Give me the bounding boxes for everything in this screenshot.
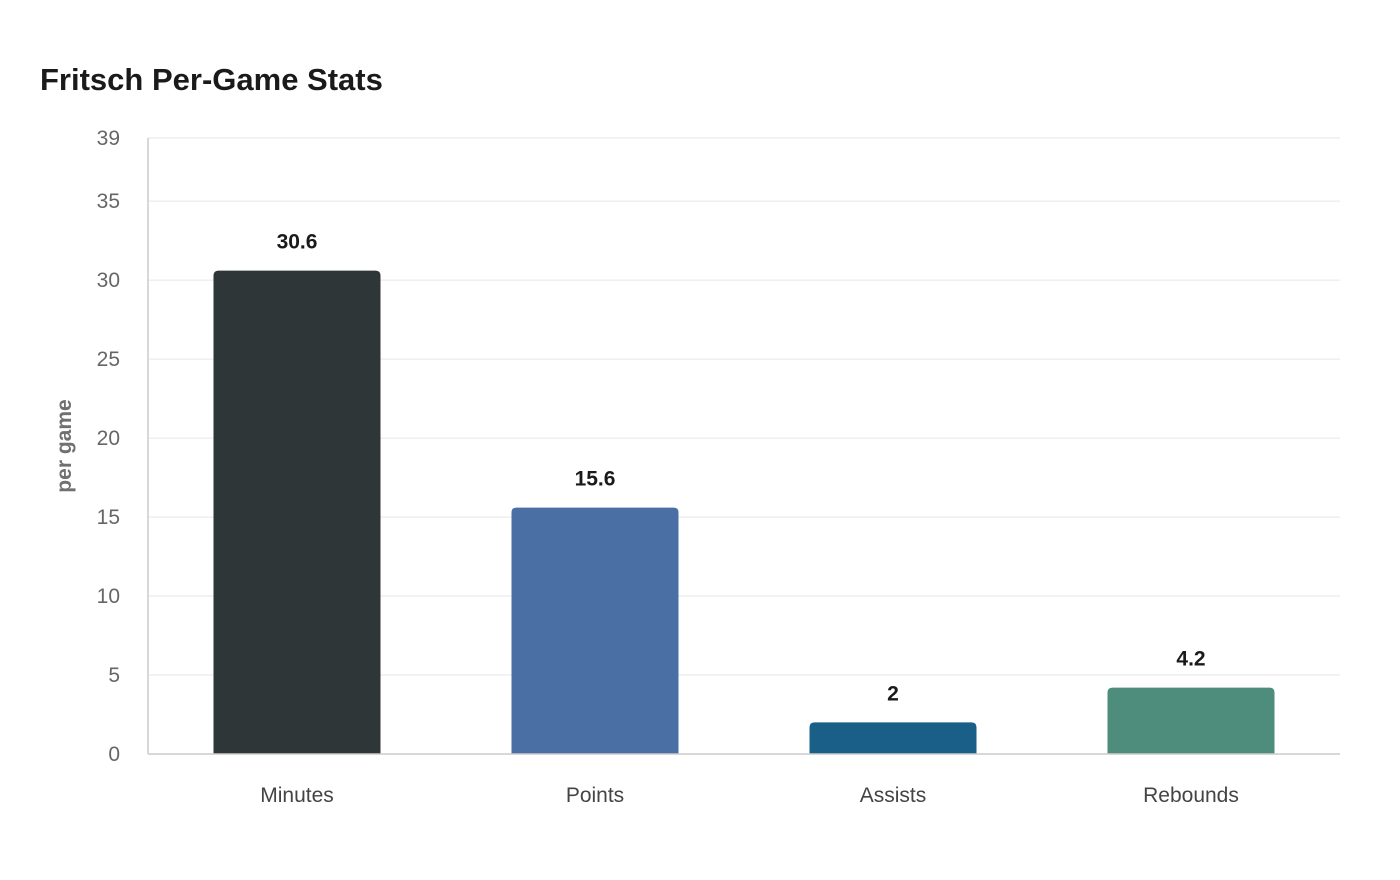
- chart-title: Fritsch Per-Game Stats: [40, 62, 383, 97]
- bars: [213, 270, 1275, 754]
- y-tick-label: 10: [97, 585, 120, 608]
- category-label-assists: Assists: [860, 784, 927, 807]
- data-label-points: 15.6: [575, 468, 616, 491]
- category-label-minutes: Minutes: [260, 784, 334, 807]
- data-label-rebounds: 4.2: [1176, 648, 1205, 671]
- y-tick-label: 0: [108, 743, 120, 766]
- y-tick-label: 15: [97, 506, 120, 529]
- y-tick-label: 30: [97, 269, 120, 292]
- y-tick-label: 35: [97, 190, 120, 213]
- bar-assists: [809, 722, 977, 754]
- x-axis-categories: Minutes Points Assists Rebounds: [260, 784, 1239, 807]
- bar-points: [511, 507, 679, 754]
- category-label-points: Points: [566, 784, 624, 807]
- bar-minutes: [213, 270, 381, 754]
- y-tick-label: 39: [97, 127, 120, 150]
- data-labels: 30.6 15.6 2 4.2: [277, 231, 1206, 706]
- data-label-minutes: 30.6: [277, 231, 318, 254]
- data-label-assists: 2: [887, 682, 899, 705]
- y-axis-label: per game: [53, 399, 76, 492]
- y-tick-label: 25: [97, 348, 120, 371]
- y-tick-label: 5: [108, 664, 120, 687]
- category-label-rebounds: Rebounds: [1143, 784, 1239, 807]
- y-axis-ticks: 0 5 10 15 20 25 30 35 39: [97, 127, 120, 766]
- bar-rebounds: [1107, 687, 1275, 754]
- y-tick-label: 20: [97, 427, 120, 450]
